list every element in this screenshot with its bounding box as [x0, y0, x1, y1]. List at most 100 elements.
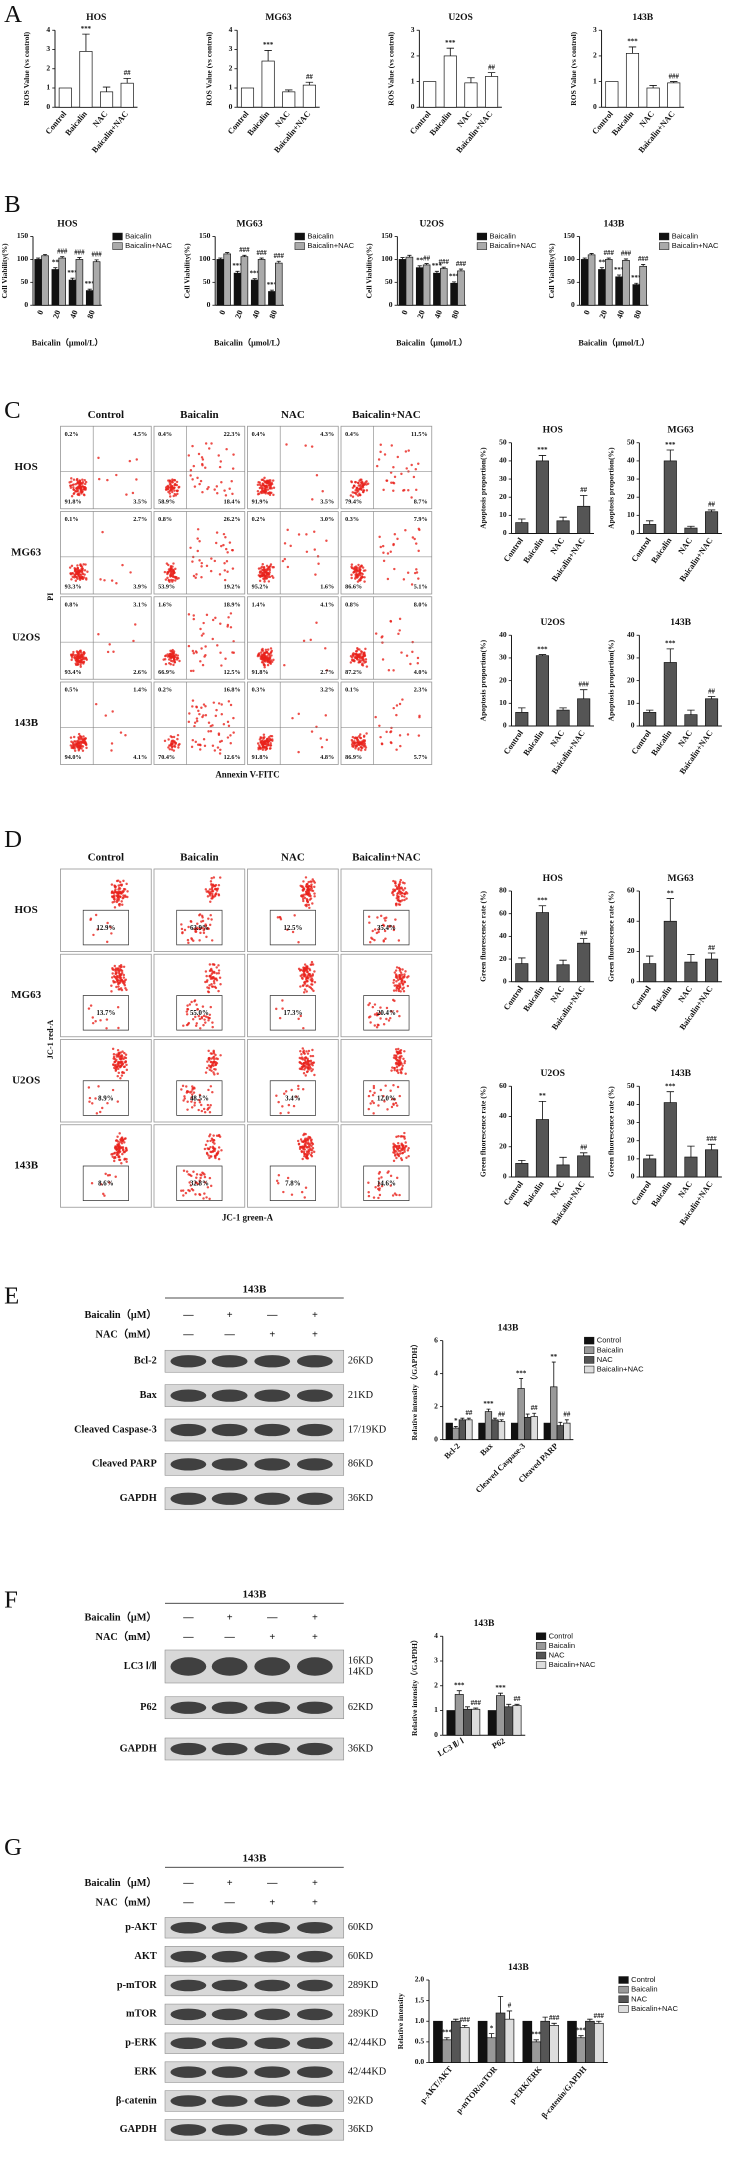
event-dot: [187, 644, 191, 648]
event-dot: [210, 985, 214, 988]
event-dot: [167, 579, 171, 582]
event-dot: [208, 1176, 212, 1180]
y-tick-label: 40: [499, 931, 507, 940]
event-dot: [76, 493, 80, 496]
bar: [250, 279, 259, 306]
blot-band: [297, 1458, 333, 1471]
event-dot: [208, 1156, 211, 1160]
bar: [587, 254, 596, 306]
bar: [643, 1158, 657, 1178]
event-dot: [118, 1149, 121, 1152]
event-dot: [355, 493, 358, 496]
event-dot: [192, 1091, 196, 1094]
treatment-sign: +: [312, 1878, 318, 1889]
event-dot: [301, 1145, 305, 1148]
event-dot: [358, 741, 362, 745]
event-dot: [105, 1018, 109, 1021]
event-dot: [125, 1068, 129, 1072]
event-dot: [168, 486, 171, 489]
event-dot: [117, 1063, 120, 1066]
event-dot: [218, 465, 222, 469]
bar: [705, 958, 719, 983]
event-dot: [180, 1189, 183, 1192]
blot-band: [254, 1701, 291, 1714]
event-dot: [379, 1006, 382, 1009]
event-dot: [395, 1156, 398, 1160]
event-dot: [173, 482, 177, 486]
event-dot: [351, 495, 355, 499]
event-dot: [176, 489, 179, 493]
event-dot: [123, 1137, 127, 1140]
event-dot: [297, 967, 301, 971]
event-dot: [263, 580, 266, 583]
event-dot: [110, 932, 113, 935]
event-dot: [84, 563, 87, 566]
event-dot: [122, 879, 125, 883]
chart-title: U2OS: [540, 1068, 565, 1079]
event-dot: [403, 1137, 406, 1140]
event-dot: [381, 544, 385, 548]
event-dot: [214, 1063, 218, 1067]
event-dot: [312, 1150, 316, 1154]
event-dot: [213, 1057, 216, 1061]
event-dot: [385, 1006, 389, 1010]
band-size: 42/44KD: [348, 2038, 387, 2049]
bar: [510, 1422, 519, 1440]
event-dot: [82, 563, 85, 566]
event-dot: [83, 569, 87, 572]
quadrant-percent: 91.9%: [252, 498, 269, 505]
error-bar: [235, 270, 240, 274]
event-dot: [122, 965, 126, 969]
event-dot: [211, 883, 215, 886]
event-dot: [394, 918, 397, 921]
event-dot: [259, 655, 262, 658]
event-dot: [291, 930, 295, 934]
error-bar: [407, 254, 412, 258]
treatment-sign: +: [269, 1897, 275, 1908]
event-dot: [310, 1151, 314, 1155]
treatment-sign: +: [227, 1878, 233, 1889]
event-dot: [383, 453, 387, 456]
bar: [643, 524, 657, 534]
significance-label: ###: [621, 251, 632, 258]
y-tick-label: 0: [434, 1730, 438, 1739]
event-dot: [403, 892, 406, 895]
event-dot: [268, 660, 272, 663]
event-dot: [396, 1010, 399, 1013]
quadrant-percent: 53.9%: [158, 584, 175, 591]
event-dot: [362, 659, 365, 663]
bar: [705, 1149, 719, 1178]
event-dot: [311, 1054, 315, 1058]
significance-label: **: [52, 259, 59, 266]
event-dot: [124, 1060, 127, 1063]
gate: [363, 909, 410, 946]
event-dot: [195, 1181, 198, 1184]
quadrant-percent: 0.2%: [158, 687, 172, 694]
event-dot: [358, 656, 362, 660]
error-bar: [649, 85, 657, 88]
event-dot: [189, 469, 193, 472]
event-dot: [266, 488, 270, 491]
event-dot: [195, 651, 198, 654]
event-dot: [185, 1085, 188, 1088]
bar: [643, 712, 657, 727]
event-dot: [228, 541, 232, 544]
event-dot: [217, 893, 220, 896]
event-dot: [217, 883, 221, 887]
error-bar: [487, 72, 496, 77]
event-dot: [169, 573, 172, 576]
blot-band: [170, 1458, 207, 1471]
event-dot: [86, 570, 89, 573]
event-dot: [390, 1069, 393, 1072]
event-dot: [406, 571, 410, 575]
event-dot: [283, 557, 287, 561]
chart-title: HOS: [57, 218, 77, 229]
event-dot: [364, 748, 367, 751]
quadrant-percent: 79.4%: [345, 498, 362, 505]
event-dot: [212, 963, 216, 966]
event-dot: [301, 1047, 305, 1050]
event-dot: [398, 984, 402, 987]
event-dot: [117, 967, 120, 970]
event-dot: [304, 967, 308, 971]
event-dot: [73, 749, 77, 752]
